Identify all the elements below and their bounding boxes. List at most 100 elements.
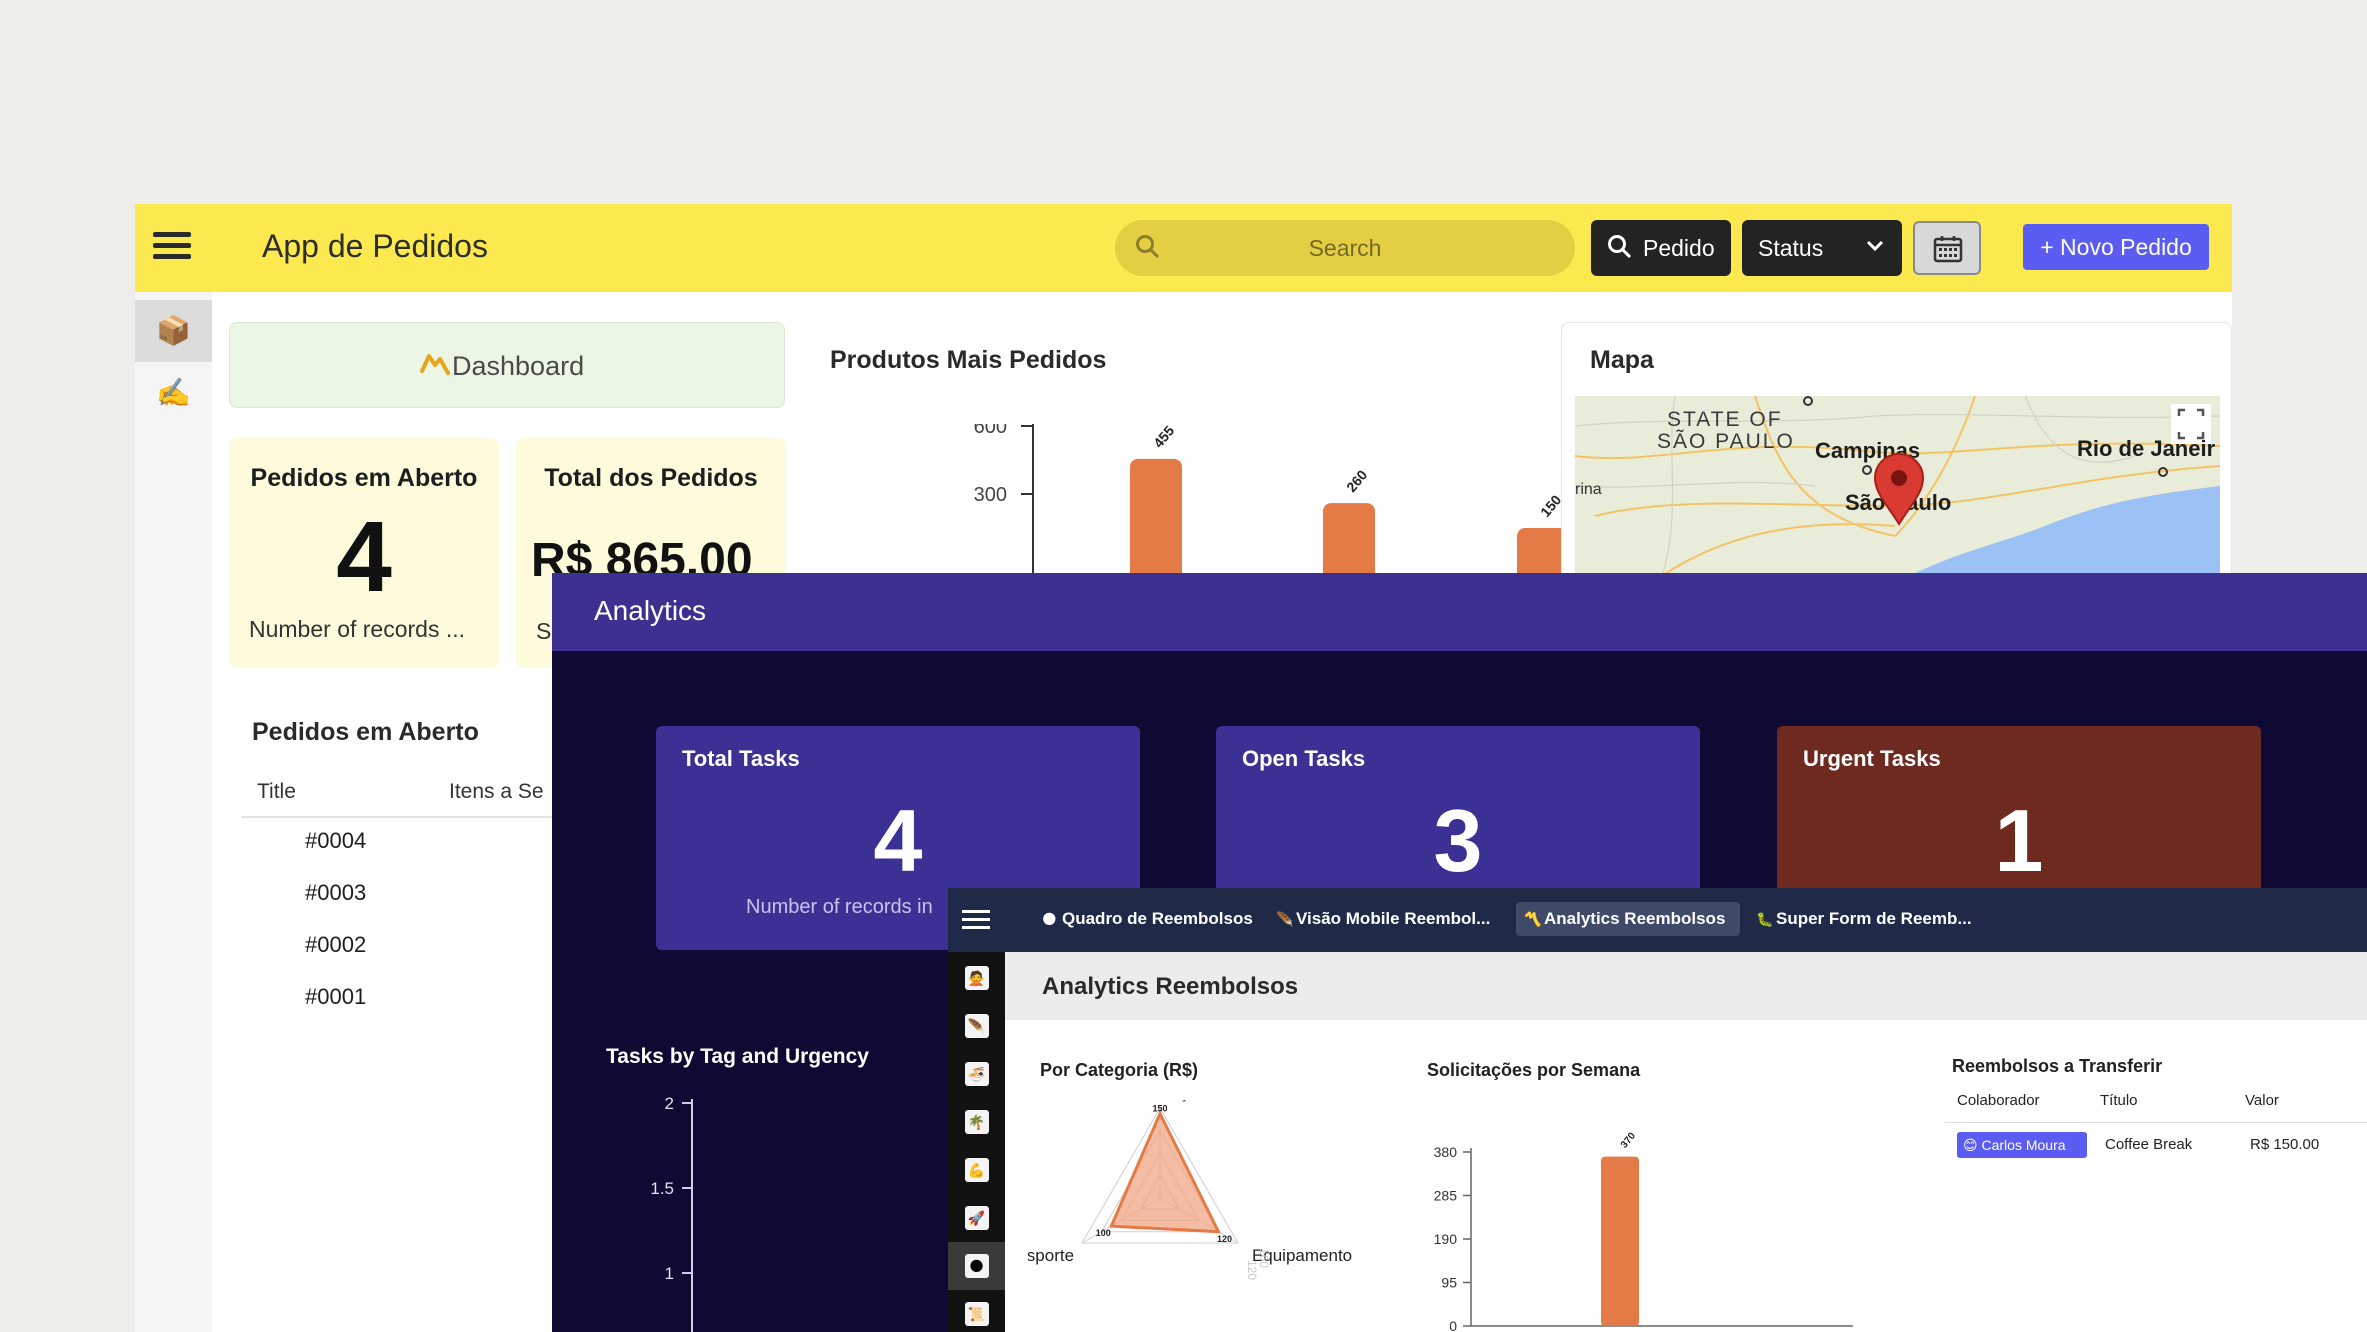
- y-tick-label: 95: [1441, 1275, 1457, 1291]
- table-row[interactable]: #0002: [305, 932, 367, 957]
- card-value: 4: [336, 501, 392, 613]
- y-tick-label: 600: [974, 424, 1007, 438]
- sidebar-icon: 🙅: [964, 965, 989, 990]
- cell-titulo: Coffee Break: [2105, 1136, 2193, 1153]
- calendar-button[interactable]: [1913, 221, 1981, 275]
- sidebar-item[interactable]: 🍜: [948, 1050, 1005, 1098]
- kpi-value: 4: [873, 791, 923, 890]
- radar-category-label: Equipamento: [1252, 1246, 1352, 1265]
- orders-table-header: Title Itens a Se: [241, 774, 721, 818]
- search-input[interactable]: Search: [1115, 220, 1575, 276]
- column-header-itens[interactable]: Itens a Se: [449, 780, 544, 803]
- sidebar-icon: 🚀: [964, 1205, 989, 1230]
- tab-label: Analytics Reembolsos: [1544, 909, 1726, 928]
- transfer-table-title: Reembolsos a Transferir: [1952, 1056, 2163, 1076]
- radar-value-label: 100: [1096, 1228, 1111, 1238]
- chart-title: Solicitações por Semana: [1427, 1060, 1641, 1080]
- tab-label: Quadro de Reembolsos: [1062, 909, 1253, 928]
- pedido-button-label: Pedido: [1643, 235, 1715, 261]
- map-title: Mapa: [1590, 346, 1654, 374]
- dashboard-label: Dashboard: [452, 351, 585, 381]
- bar-value-label: 455: [1150, 424, 1177, 451]
- sidebar-item-active[interactable]: 🌑: [948, 1242, 1005, 1290]
- status-select[interactable]: Status: [1742, 220, 1902, 276]
- bar[interactable]: [1601, 1156, 1639, 1326]
- radar-value-label: 120: [1217, 1234, 1232, 1244]
- tab-analytics[interactable]: 〽️ Analytics Reembolsos: [1516, 902, 1740, 936]
- sidebar-item[interactable]: 📜: [948, 1290, 1005, 1332]
- map[interactable]: STATE OF SÃO PAULO Campinas São Paulo Ri…: [1575, 396, 2220, 596]
- sidebar-item[interactable]: 🌴: [948, 1098, 1005, 1146]
- chart-line-icon: [420, 354, 450, 375]
- sidebar: 📦 ✍️: [135, 292, 212, 1332]
- sidebar-item-pedidos[interactable]: 📦: [135, 300, 212, 362]
- sidebar-item[interactable]: 💪: [948, 1146, 1005, 1194]
- radar-grid: [1081, 1107, 1239, 1244]
- chart-title: Produtos Mais Pedidos: [830, 346, 1107, 374]
- column-header-titulo[interactable]: Título: [2100, 1092, 2138, 1109]
- page-title: Analytics Reembolsos: [1042, 973, 1299, 1000]
- menu-icon[interactable]: [962, 910, 990, 932]
- search-icon: [1136, 235, 1160, 259]
- map-label: SÃO PAULO: [1657, 429, 1795, 453]
- kpi-subtitle: Number of records in: [746, 896, 933, 918]
- search-placeholder: Search: [1308, 235, 1382, 261]
- bar-value-label: 260: [1343, 467, 1370, 495]
- dashboard-button[interactable]: Dashboard: [229, 322, 785, 408]
- tab-visao-mobile[interactable]: 🪶 Visão Mobile Reembol...: [1268, 902, 1490, 936]
- map-label: Rio de Janeir: [2077, 436, 2216, 461]
- calendar-icon: [1933, 236, 1963, 263]
- sidebar-icon: 🌑: [964, 1253, 989, 1278]
- radar-tick-label: 160: [1257, 1248, 1271, 1268]
- chevron-down-icon: [1866, 240, 1884, 252]
- page-title-bar: [1005, 952, 2367, 1020]
- tab-super-form[interactable]: 🐛 Super Form de Reemb...: [1748, 902, 1972, 936]
- sidebar-icon: 🌴: [964, 1109, 989, 1134]
- column-header-colaborador[interactable]: Colaborador: [1957, 1092, 2040, 1109]
- sidebar-icon: 🪶: [964, 1013, 989, 1038]
- category-radar-chart: Alimentação Equipamento Transporte 150 120 10…: [1028, 1100, 1352, 1280]
- status-select-label: Status: [1758, 235, 1824, 261]
- cell-valor: R$ 150.00: [2250, 1136, 2320, 1153]
- kpi-value: 3: [1433, 791, 1483, 890]
- radar-value-label: 150: [1152, 1104, 1167, 1114]
- y-tick-label: 1: [665, 1264, 674, 1283]
- new-order-button[interactable]: + Novo Pedido: [2023, 224, 2209, 270]
- pedido-button[interactable]: Pedido: [1591, 220, 1731, 276]
- bug-icon: 🐛: [1756, 911, 1774, 927]
- sidebar-item[interactable]: 🪶: [948, 1002, 1005, 1050]
- tab-label: Visão Mobile Reembol...: [1296, 909, 1491, 928]
- orders-table-title: Pedidos em Aberto: [252, 718, 479, 746]
- map-label: STATE OF: [1667, 408, 1783, 431]
- menu-icon[interactable]: [153, 232, 191, 262]
- top-bar: App de Pedidos Search Pedido Status + No…: [135, 204, 2232, 292]
- sidebar-icon: 💪: [964, 1157, 989, 1182]
- chart-line-icon: 〽️: [1524, 911, 1542, 927]
- column-header-valor[interactable]: Valor: [2245, 1092, 2279, 1109]
- sidebar-icon: 🍜: [964, 1061, 989, 1086]
- app-title: App de Pedidos: [262, 228, 488, 264]
- table-row[interactable]: #0003: [305, 880, 367, 905]
- chart-title: Por Categoria (R$): [1040, 1060, 1199, 1080]
- location-pin-icon[interactable]: [1873, 453, 1925, 526]
- chart-title: Tasks by Tag and Urgency: [606, 1045, 869, 1068]
- analytics-header: Analytics: [552, 573, 2367, 651]
- y-tick-label: 2: [665, 1094, 674, 1113]
- column-header-title[interactable]: Title: [257, 780, 296, 803]
- radar-series[interactable]: [1109, 1110, 1221, 1234]
- avatar: 😊: [1963, 1137, 1982, 1153]
- y-tick-label: 285: [1434, 1188, 1458, 1204]
- table-row[interactable]: #0004: [305, 828, 367, 853]
- table-row[interactable]: #0001: [305, 984, 367, 1009]
- fullscreen-button[interactable]: [2171, 404, 2211, 444]
- sidebar-item[interactable]: 🚀: [948, 1194, 1005, 1242]
- reembolsos-window: 🌑 Quadro de Reembolsos 🪶 Visão Mobile Reem…: [948, 888, 2367, 1332]
- feather-icon: 🪶: [1276, 911, 1294, 927]
- sidebar-item[interactable]: 🙅: [948, 954, 1005, 1002]
- tab-quadro[interactable]: 🌑 Quadro de Reembolsos: [1034, 902, 1253, 936]
- y-tick-label: 380: [1434, 1144, 1458, 1160]
- kpi-value: 1: [1994, 791, 2044, 890]
- open-orders-card: Pedidos em Aberto 4 Number of records ..…: [229, 438, 499, 668]
- collaborator-chip[interactable]: 😊 Carlos Moura: [1957, 1132, 2087, 1158]
- sidebar-item-form[interactable]: ✍️: [156, 377, 191, 408]
